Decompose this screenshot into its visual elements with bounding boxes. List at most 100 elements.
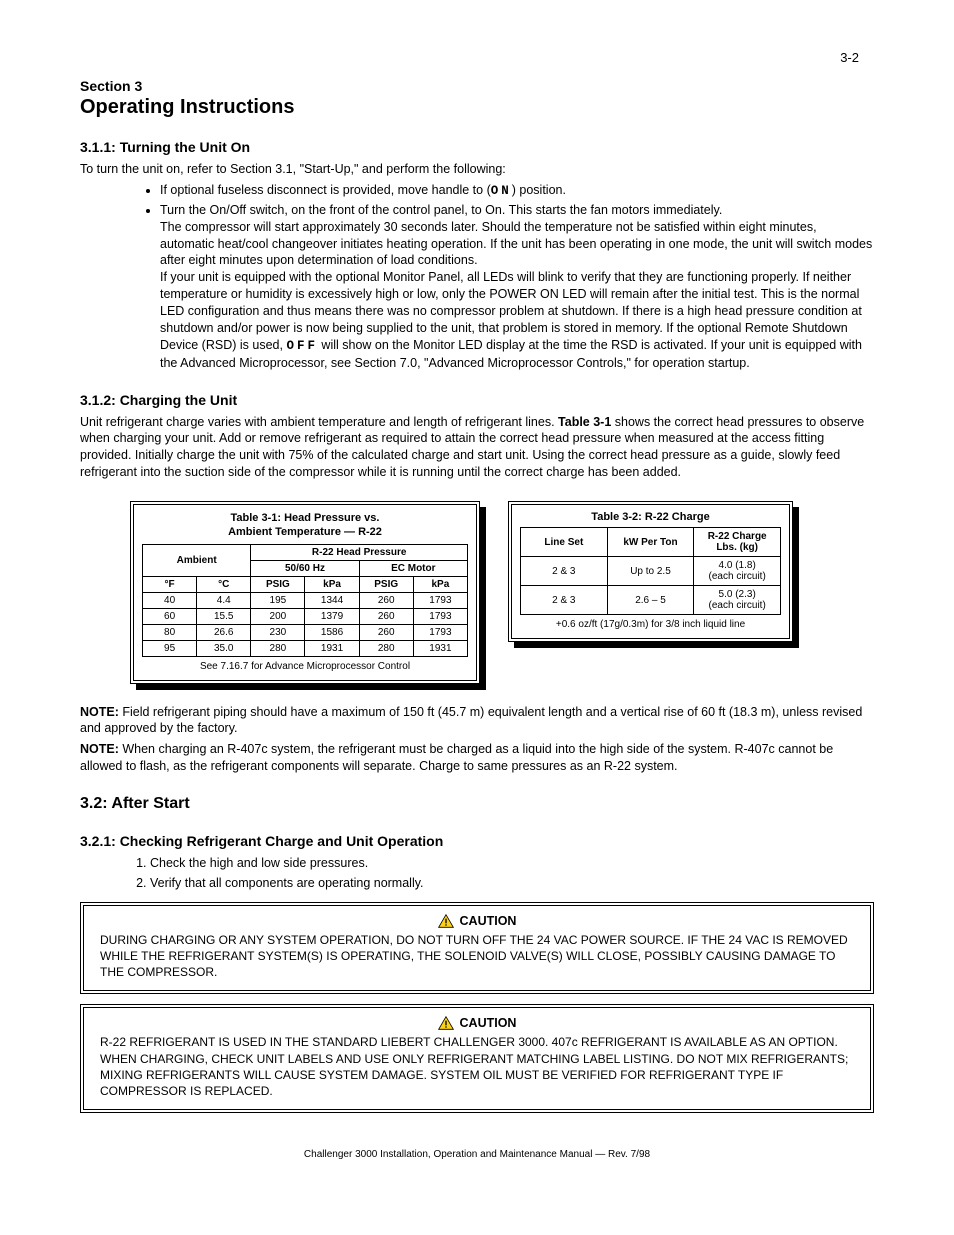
t1-cell: 4.4 xyxy=(197,592,251,608)
table-row: 80 26.6 230 1586 260 1793 xyxy=(143,624,468,640)
t1-cell: 200 xyxy=(251,608,305,624)
bullet1-on: ON xyxy=(491,184,512,198)
note-1: NOTE: Field refrigerant piping should ha… xyxy=(80,704,874,738)
page: 3-2 Section 3 Operating Instructions 3.1… xyxy=(0,0,954,1200)
table2-title: Table 3-2: R-22 Charge xyxy=(520,511,781,523)
table1-grid: Ambient R-22 Head Pressure 50/60 Hz EC M… xyxy=(142,544,468,657)
step-1: Check the high and low side pressures. xyxy=(150,855,874,872)
table1-title: Table 3-1: Head Pressure vs. Ambient Tem… xyxy=(142,511,468,540)
t2-cell: 2 & 3 xyxy=(521,557,608,586)
t2-cell: 4.0 (1.8) (each circuit) xyxy=(694,557,781,586)
table2-caption: +0.6 oz/ft (17g/0.3m) for 3/8 inch liqui… xyxy=(520,619,781,630)
bullet1-post: ) position. xyxy=(512,183,566,197)
turnon-bullets: If optional fuseless disconnect is provi… xyxy=(160,182,874,372)
t1-cell: 1931 xyxy=(413,640,467,656)
heading-check-refrig: 3.2.1: Checking Refrigerant Charge and U… xyxy=(80,833,874,849)
heading-turn-on: 3.1.1: Turning the Unit On xyxy=(80,139,874,155)
page-number: 3-2 xyxy=(840,50,859,65)
table-3-2: Table 3-2: R-22 Charge Line Set kW Per T… xyxy=(508,501,793,642)
bullet2-line1: Turn the On/Off switch, on the front of … xyxy=(160,203,722,217)
t1-cell: 280 xyxy=(251,640,305,656)
table1-caption: See 7.16.7 for Advance Microprocessor Co… xyxy=(142,661,468,672)
caution2-body: R-22 REFRIGERANT IS USED IN THE STANDARD… xyxy=(100,1034,854,1099)
t1-h-ambient: Ambient xyxy=(143,544,251,576)
caution-box-1: CAUTION DURING CHARGING OR ANY SYSTEM OP… xyxy=(80,902,874,995)
t1-h-psig1: PSIG xyxy=(251,576,305,592)
table-row: 60 15.5 200 1379 260 1793 xyxy=(143,608,468,624)
t1-cell: 1931 xyxy=(305,640,359,656)
tables-row: Table 3-1: Head Pressure vs. Ambient Tem… xyxy=(130,501,874,684)
caution2-label: CAUTION xyxy=(460,1016,517,1030)
t1-cell: 260 xyxy=(359,608,413,624)
warning-icon xyxy=(438,1016,454,1030)
caution1-body: DURING CHARGING OR ANY SYSTEM OPERATION,… xyxy=(100,932,854,981)
t1-cell: 26.6 xyxy=(197,624,251,640)
warning-icon xyxy=(438,914,454,928)
t1-h-r22: R-22 Head Pressure xyxy=(251,544,468,560)
t2-cell: 2.6 – 5 xyxy=(607,586,694,615)
table-row: 40 4.4 195 1344 260 1793 xyxy=(143,592,468,608)
t1-cell: 1793 xyxy=(413,592,467,608)
t1-h-psig2: PSIG xyxy=(359,576,413,592)
table-row: 95 35.0 280 1931 280 1931 xyxy=(143,640,468,656)
t2-cell: Up to 2.5 xyxy=(607,557,694,586)
note2-label: NOTE: xyxy=(80,742,122,756)
t2-h-kw: kW Per Ton xyxy=(607,528,694,557)
t1-cell: 1793 xyxy=(413,624,467,640)
t2-h-charge: R-22 Charge Lbs. (kg) xyxy=(694,528,781,557)
t1-h-f: °F xyxy=(143,576,197,592)
table-row: 2 & 3 2.6 – 5 5.0 (2.3) (each circuit) xyxy=(521,586,781,615)
t1-h-ec: EC Motor xyxy=(359,560,467,576)
t1-cell: 15.5 xyxy=(197,608,251,624)
section-pretitle: Section 3 xyxy=(80,78,874,94)
table1-title-line1: Table 3-1: Head Pressure vs. xyxy=(231,512,380,524)
t2-cell: 2 & 3 xyxy=(521,586,608,615)
after-start-steps: Check the high and low side pressures. V… xyxy=(130,855,874,892)
bullet1-pre: If optional fuseless disconnect is provi… xyxy=(160,183,491,197)
t1-cell: 95 xyxy=(143,640,197,656)
note2-body: When charging an R-407c system, the refr… xyxy=(80,742,833,773)
t1-cell: 80 xyxy=(143,624,197,640)
step-2: Verify that all components are operating… xyxy=(150,875,874,892)
t1-cell: 1793 xyxy=(413,608,467,624)
bullet-1: If optional fuseless disconnect is provi… xyxy=(160,182,874,200)
t1-h-c: °C xyxy=(197,576,251,592)
t1-cell: 40 xyxy=(143,592,197,608)
caution1-head: CAUTION xyxy=(100,914,854,928)
t1-cell: 1586 xyxy=(305,624,359,640)
charging-intro-bold: Table 3-1 xyxy=(558,415,611,429)
t1-cell: 260 xyxy=(359,592,413,608)
t1-cell: 280 xyxy=(359,640,413,656)
note1-body: Field refrigerant piping should have a m… xyxy=(80,705,862,736)
t2-h-lineset: Line Set xyxy=(521,528,608,557)
t1-cell: 1379 xyxy=(305,608,359,624)
t1-cell: 1344 xyxy=(305,592,359,608)
charging-intro: Unit refrigerant charge varies with ambi… xyxy=(80,414,874,482)
t1-cell: 230 xyxy=(251,624,305,640)
t1-cell: 35.0 xyxy=(197,640,251,656)
caution-box-2: CAUTION R-22 REFRIGERANT IS USED IN THE … xyxy=(80,1004,874,1113)
section-title: Operating Instructions xyxy=(80,96,874,119)
turnon-intro: To turn the unit on, refer to Section 3.… xyxy=(80,161,874,178)
t2-cell: 5.0 (2.3) (each circuit) xyxy=(694,586,781,615)
charging-intro-pre: Unit refrigerant charge varies with ambi… xyxy=(80,415,558,429)
bullet-2: Turn the On/Off switch, on the front of … xyxy=(160,202,874,372)
caution2-head: CAUTION xyxy=(100,1016,854,1030)
table-row: 2 & 3 Up to 2.5 4.0 (1.8) (each circuit) xyxy=(521,557,781,586)
table-3-1: Table 3-1: Head Pressure vs. Ambient Tem… xyxy=(130,501,480,684)
heading-after-start: 3.2: After Start xyxy=(80,795,874,813)
t1-cell: 60 xyxy=(143,608,197,624)
table2-grid: Line Set kW Per Ton R-22 Charge Lbs. (kg… xyxy=(520,527,781,615)
note-2: NOTE: When charging an R-407c system, th… xyxy=(80,741,874,775)
heading-charging: 3.1.2: Charging the Unit xyxy=(80,392,874,408)
bullet2-off: OFF xyxy=(286,339,318,353)
t1-h-5060: 50/60 Hz xyxy=(251,560,359,576)
page-footer: Challenger 3000 Installation, Operation … xyxy=(80,1149,874,1160)
t1-cell: 195 xyxy=(251,592,305,608)
t1-cell: 260 xyxy=(359,624,413,640)
t1-h-kpa1: kPa xyxy=(305,576,359,592)
caution1-label: CAUTION xyxy=(460,914,517,928)
bullet2-line2: The compressor will start approximately … xyxy=(160,220,872,268)
t1-h-kpa2: kPa xyxy=(413,576,467,592)
table1-title-line2: Ambient Temperature — R-22 xyxy=(228,526,382,538)
